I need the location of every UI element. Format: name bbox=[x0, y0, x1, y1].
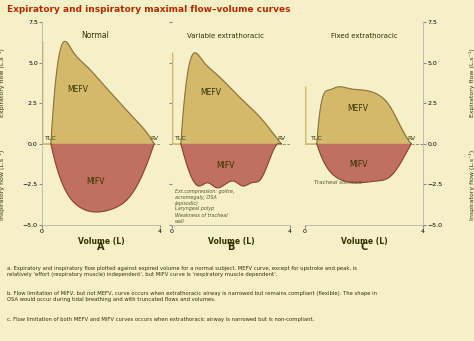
Text: Weakness of tracheal
wall: Weakness of tracheal wall bbox=[175, 213, 228, 224]
Text: Ext.compression: goitre,
acromegaly, OSA
(episodic): Ext.compression: goitre, acromegaly, OSA… bbox=[175, 189, 234, 206]
Text: Expiratory and inspiratory maximal flow–volume curves: Expiratory and inspiratory maximal flow–… bbox=[7, 5, 291, 14]
Text: Expiratory flow (L.s⁻¹): Expiratory flow (L.s⁻¹) bbox=[469, 48, 474, 117]
X-axis label: Volume (L): Volume (L) bbox=[341, 237, 387, 246]
Text: RV: RV bbox=[150, 136, 158, 141]
Text: Expiratory flow (L.s⁻¹): Expiratory flow (L.s⁻¹) bbox=[0, 48, 5, 117]
Text: MEFV: MEFV bbox=[347, 104, 369, 113]
Polygon shape bbox=[181, 144, 281, 188]
Text: Inspiratory flow (L.s⁻¹): Inspiratory flow (L.s⁻¹) bbox=[469, 149, 474, 220]
Polygon shape bbox=[51, 144, 154, 212]
Text: MIFV: MIFV bbox=[86, 177, 104, 187]
Text: RV: RV bbox=[407, 136, 415, 141]
X-axis label: Volume (L): Volume (L) bbox=[78, 237, 124, 246]
Text: TLC: TLC bbox=[45, 136, 57, 141]
Text: MIFV: MIFV bbox=[349, 160, 367, 168]
Polygon shape bbox=[317, 144, 411, 183]
Text: Inspiratory flow (L.s⁻¹): Inspiratory flow (L.s⁻¹) bbox=[0, 149, 5, 220]
Text: TLC: TLC bbox=[175, 136, 187, 141]
Text: Variable extrathoracic: Variable extrathoracic bbox=[187, 33, 264, 39]
Text: C: C bbox=[360, 242, 368, 252]
Text: TLC: TLC bbox=[311, 136, 323, 141]
Text: MIFV: MIFV bbox=[216, 161, 234, 170]
X-axis label: Volume (L): Volume (L) bbox=[208, 237, 255, 246]
Text: MEFV: MEFV bbox=[200, 88, 221, 97]
Text: Tracheal stenosis: Tracheal stenosis bbox=[314, 179, 362, 184]
Text: Normal: Normal bbox=[81, 31, 109, 40]
Text: Laryngeal polyp: Laryngeal polyp bbox=[175, 206, 214, 210]
Text: Fixed extrathoracic: Fixed extrathoracic bbox=[331, 33, 397, 39]
Polygon shape bbox=[181, 53, 281, 144]
Text: A: A bbox=[97, 242, 105, 252]
Text: b. Flow limitation of MIFV, but not MEFV, curve occurs when extrathoracic airway: b. Flow limitation of MIFV, but not MEFV… bbox=[7, 292, 377, 302]
Text: a. Expiratory and inspiratory flow plotted against expired volume for a normal s: a. Expiratory and inspiratory flow plott… bbox=[7, 266, 357, 277]
Text: B: B bbox=[228, 242, 235, 252]
Polygon shape bbox=[317, 87, 411, 144]
Text: RV: RV bbox=[277, 136, 285, 141]
Polygon shape bbox=[51, 41, 154, 144]
Text: c. Flow limitation of both MEFV and MIFV curves occurs when extrathoracic airway: c. Flow limitation of both MEFV and MIFV… bbox=[7, 317, 314, 322]
Text: MEFV: MEFV bbox=[67, 85, 88, 94]
